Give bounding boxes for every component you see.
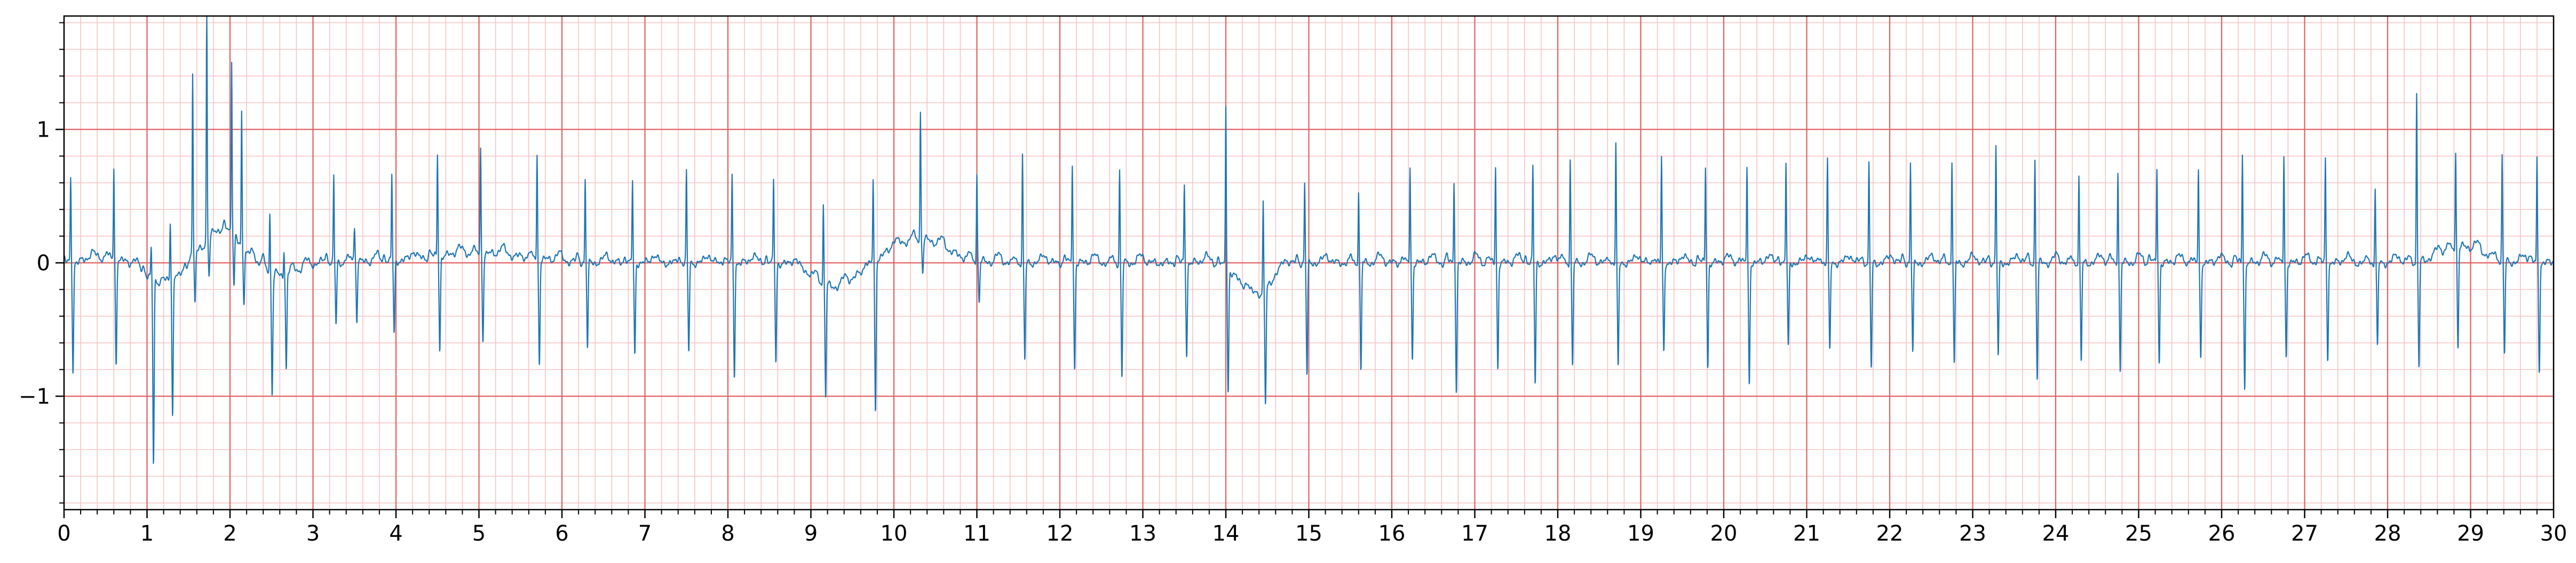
x-tick-label: 8 bbox=[721, 521, 734, 546]
x-tick-label: 18 bbox=[1544, 521, 1572, 546]
y-tick-label: 1 bbox=[37, 118, 50, 142]
x-tick-label: 29 bbox=[2457, 521, 2484, 546]
x-tick-label: 21 bbox=[1793, 521, 1820, 546]
x-tick-label: 30 bbox=[2540, 521, 2567, 546]
y-tick-label: −1 bbox=[19, 385, 50, 409]
x-tick-label: 10 bbox=[881, 521, 908, 546]
x-tick-label: 9 bbox=[804, 521, 818, 546]
x-tick-label: 15 bbox=[1295, 521, 1322, 546]
x-tick-label: 26 bbox=[2208, 521, 2236, 546]
x-tick-label: 12 bbox=[1047, 521, 1074, 546]
y-axis-ticks: −1 0 1 bbox=[19, 23, 64, 503]
x-tick-label: 0 bbox=[57, 521, 70, 546]
x-tick-label: 23 bbox=[1959, 521, 1986, 546]
x-tick-label: 27 bbox=[2291, 521, 2318, 546]
x-tick-label: 3 bbox=[306, 521, 320, 546]
x-axis-ticks: 0 1 2 3 4 5 6 7 8 9 10 11 12 13 14 15 16 17 18 19 20 21 22 23 24… bbox=[57, 510, 2567, 546]
x-tick-label: 6 bbox=[555, 521, 568, 546]
x-tick-label: 25 bbox=[2125, 521, 2152, 546]
x-tick-label: 28 bbox=[2374, 521, 2401, 546]
x-tick-label: 14 bbox=[1212, 521, 1240, 546]
x-tick-label: 22 bbox=[1876, 521, 1904, 546]
x-tick-label: 5 bbox=[472, 521, 486, 546]
x-tick-label: 19 bbox=[1627, 521, 1654, 546]
x-tick-label: 17 bbox=[1461, 521, 1488, 546]
x-tick-label: 2 bbox=[223, 521, 236, 546]
x-tick-label: 20 bbox=[1710, 521, 1738, 546]
y-tick-label: 0 bbox=[37, 251, 50, 276]
x-tick-label: 11 bbox=[963, 521, 990, 546]
x-tick-label: 13 bbox=[1129, 521, 1156, 546]
x-tick-label: 24 bbox=[2042, 521, 2070, 546]
x-tick-label: 4 bbox=[389, 521, 402, 546]
x-tick-label: 16 bbox=[1378, 521, 1406, 546]
x-tick-label: 1 bbox=[140, 521, 154, 546]
x-tick-label: 7 bbox=[638, 521, 652, 546]
